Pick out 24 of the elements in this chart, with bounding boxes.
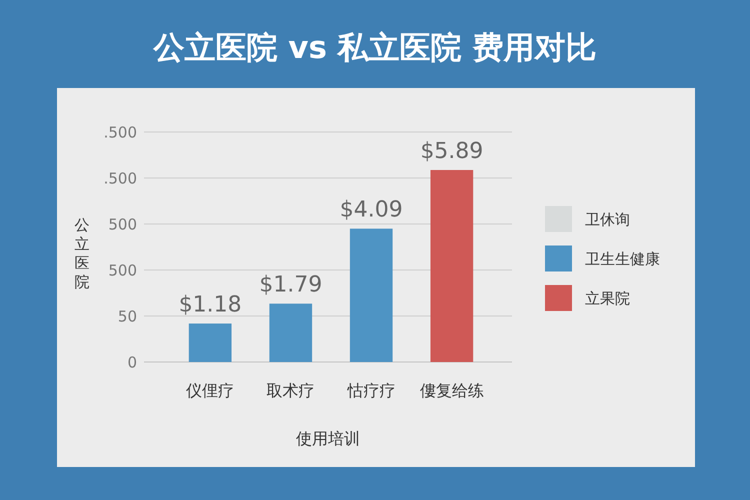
chart-title: 公立医院 vs 私立医院 费用对比: [152, 30, 597, 66]
data-label: $4.09: [340, 198, 403, 223]
text: .500: [104, 169, 137, 188]
x-tick-label: 僂复给练: [420, 381, 484, 400]
data-label: $5.89: [420, 139, 484, 164]
bar: [269, 304, 312, 362]
legend-label: 卫休询: [585, 210, 630, 228]
bar: [350, 228, 393, 362]
bar: [188, 324, 232, 362]
x-tick-label: 取术疗: [266, 381, 315, 400]
text: 500: [108, 215, 137, 234]
bar: [430, 170, 474, 362]
text: 0: [127, 353, 137, 372]
x-axis-title: 使用培训: [296, 429, 360, 448]
x-tick-label: 怙疗疗: [346, 381, 396, 400]
legend-label: 卫生生健康: [585, 250, 660, 268]
data-label: $1.79: [259, 272, 322, 298]
x-tick-label: 仪俚疗: [186, 381, 234, 400]
text: .500: [104, 123, 137, 142]
legend-label: 立果院: [585, 289, 630, 308]
text: 50: [118, 307, 137, 326]
y-axis-title: 公立医院: [74, 216, 90, 291]
text: 500: [108, 261, 137, 280]
data-label: $1.18: [178, 292, 242, 318]
